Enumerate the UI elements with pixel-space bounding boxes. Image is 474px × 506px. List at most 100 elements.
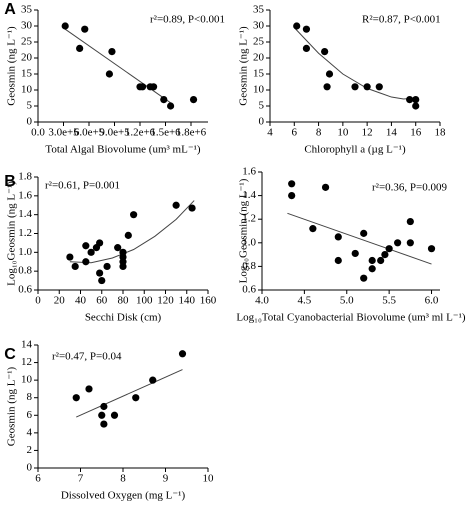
y-tick-label: 15 bbox=[21, 68, 33, 80]
data-point bbox=[385, 245, 393, 253]
data-point bbox=[360, 274, 368, 282]
data-point bbox=[96, 269, 104, 277]
y-tick-label: 1.4 bbox=[18, 208, 32, 220]
data-point bbox=[61, 22, 69, 30]
data-point bbox=[98, 276, 106, 285]
y-tick-label: 1.4 bbox=[242, 189, 256, 201]
x-axis-label: Total Algal Biovolume (um³ mL⁻¹) bbox=[45, 144, 201, 156]
x-tick-label: 60 bbox=[96, 295, 108, 307]
data-point bbox=[82, 258, 90, 266]
data-point bbox=[87, 248, 95, 256]
y-tick-label: 12 bbox=[21, 356, 32, 368]
y-tick-label: 14 bbox=[21, 339, 33, 351]
x-tick-label: 9.0e+5 bbox=[99, 127, 130, 139]
data-point bbox=[427, 245, 436, 253]
data-point bbox=[96, 239, 104, 247]
y-tick-label: 1.0 bbox=[242, 236, 256, 248]
y-tick-label: 20 bbox=[253, 52, 265, 64]
x-tick-label: 18 bbox=[435, 127, 447, 139]
x-tick-label: 0 bbox=[35, 295, 41, 307]
data-point bbox=[114, 244, 122, 252]
data-point bbox=[412, 102, 420, 110]
y-tick-label: 35 bbox=[253, 4, 265, 16]
data-point bbox=[323, 83, 331, 91]
x-tick-label: 10 bbox=[203, 473, 215, 485]
x-tick-label: 8 bbox=[120, 473, 126, 485]
y-tick-label: 0 bbox=[27, 462, 33, 474]
data-point bbox=[132, 394, 140, 402]
y-tick-label: 15 bbox=[253, 68, 265, 80]
y-tick-label: 8 bbox=[27, 391, 33, 403]
data-point bbox=[172, 201, 180, 209]
panel-label: B bbox=[4, 173, 16, 190]
trend-line bbox=[287, 212, 432, 265]
x-tick-label: 8 bbox=[316, 127, 322, 139]
y-tick-label: 20 bbox=[21, 52, 33, 64]
data-point bbox=[394, 239, 402, 247]
data-point bbox=[309, 225, 317, 233]
y-tick-label: 25 bbox=[21, 36, 33, 48]
y-axis-label: Log₁₀Geosmin (ng L⁻¹) bbox=[6, 181, 18, 286]
x-tick-label: 4 bbox=[267, 127, 273, 139]
data-point bbox=[188, 204, 196, 212]
y-tick-label: 2 bbox=[27, 444, 33, 456]
y-tick-label: 1.2 bbox=[18, 227, 32, 239]
y-axis-label: Log₁₀Geosmin (ng L⁻¹) bbox=[238, 178, 250, 283]
y-tick-label: 5 bbox=[259, 100, 265, 112]
y-tick-label: 10 bbox=[21, 84, 33, 96]
y-tick-label: 5 bbox=[27, 100, 33, 112]
annotation: r²=0.61, P=0.001 bbox=[45, 180, 120, 192]
data-point bbox=[124, 231, 132, 239]
data-point bbox=[98, 411, 106, 419]
data-point bbox=[377, 256, 385, 265]
data-point bbox=[100, 420, 108, 428]
data-point bbox=[108, 48, 116, 56]
trend-line bbox=[76, 369, 183, 418]
y-tick-label: 1.8 bbox=[18, 171, 32, 183]
data-point bbox=[119, 262, 127, 271]
x-tick-label: 1.5e+6 bbox=[150, 127, 181, 139]
data-point bbox=[293, 22, 301, 30]
data-point bbox=[406, 217, 414, 226]
data-point bbox=[302, 44, 311, 53]
data-point bbox=[150, 83, 158, 91]
y-tick-label: 1.2 bbox=[242, 213, 256, 225]
y-tick-label: 1.0 bbox=[18, 246, 32, 258]
data-point bbox=[351, 249, 359, 258]
x-tick-label: 6 bbox=[292, 127, 298, 139]
x-tick-label: 4.5 bbox=[298, 295, 312, 307]
x-tick-label: 5.5 bbox=[382, 295, 396, 307]
x-tick-label: 4.0 bbox=[255, 295, 269, 307]
x-axis-label: Secchi Disk (cm) bbox=[85, 312, 162, 324]
data-point bbox=[375, 83, 383, 91]
data-point bbox=[412, 96, 420, 104]
x-tick-label: 6.0 bbox=[425, 295, 439, 307]
data-point bbox=[178, 350, 187, 358]
data-point bbox=[351, 83, 359, 91]
x-tick-label: 3.0e+5 bbox=[48, 127, 79, 139]
y-tick-label: 0.6 bbox=[18, 284, 32, 296]
data-point bbox=[105, 70, 113, 78]
x-tick-label: 80 bbox=[118, 295, 130, 307]
y-tick-label: 30 bbox=[253, 20, 265, 32]
trend-line bbox=[69, 200, 195, 264]
data-point bbox=[85, 385, 93, 393]
data-point bbox=[302, 25, 311, 33]
y-tick-label: 4 bbox=[27, 426, 33, 438]
data-point bbox=[110, 411, 119, 419]
x-tick-label: 1.2e+6 bbox=[125, 127, 156, 139]
x-tick-label: 16 bbox=[410, 127, 422, 139]
y-tick-label: 1.6 bbox=[18, 189, 32, 201]
x-tick-label: 0.0 bbox=[31, 127, 45, 139]
data-point bbox=[82, 242, 90, 250]
data-point bbox=[321, 183, 330, 191]
x-tick-label: 140 bbox=[179, 295, 196, 307]
data-point bbox=[406, 239, 414, 247]
x-axis-label: Dissolved Oxygen (mg L⁻¹) bbox=[61, 490, 186, 502]
y-tick-label: 0 bbox=[27, 116, 33, 128]
data-point bbox=[360, 229, 368, 237]
y-axis-label: Geosmin (ng L⁻¹) bbox=[6, 26, 18, 106]
y-axis-label: Geosmin (ng L⁻¹) bbox=[6, 366, 18, 446]
